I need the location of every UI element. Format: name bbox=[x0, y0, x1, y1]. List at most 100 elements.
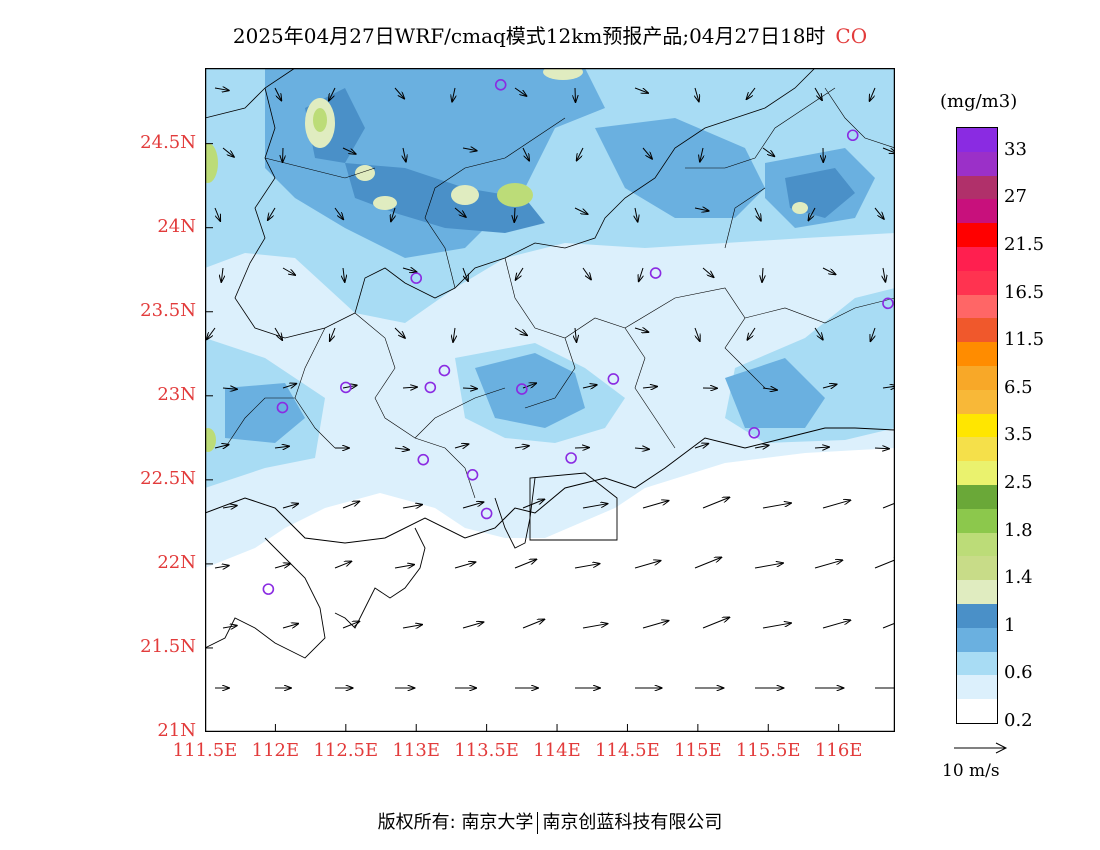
wind-arrow bbox=[282, 384, 296, 388]
lon-tick-label: 113E bbox=[392, 740, 440, 761]
colorbar-units: (mg/m3) bbox=[940, 91, 1018, 112]
wind-arrow bbox=[214, 445, 229, 448]
wind-arrow bbox=[522, 147, 529, 161]
colorbar-label: 0.6 bbox=[1004, 662, 1033, 684]
wind-arrow bbox=[754, 207, 761, 221]
colorbar-label: 6.5 bbox=[1004, 376, 1033, 398]
species-label: CO bbox=[835, 24, 868, 48]
wind-arrow bbox=[874, 207, 884, 219]
colorbar bbox=[956, 127, 998, 724]
station-marker bbox=[649, 267, 662, 279]
co-contour-0-8e bbox=[725, 358, 825, 428]
map-frame bbox=[205, 68, 895, 732]
colorbar-swatch bbox=[957, 675, 997, 700]
wind-arrow bbox=[282, 267, 295, 275]
wind-arrow bbox=[402, 268, 416, 272]
footer-left: 版权所有: 南京大学 bbox=[377, 812, 534, 833]
wind-arrow bbox=[754, 563, 783, 569]
colorbar-swatch bbox=[957, 484, 997, 509]
wind-arrow bbox=[462, 388, 477, 389]
wind-arrow bbox=[870, 87, 876, 101]
wind-arrow bbox=[342, 621, 359, 629]
wind-arrow bbox=[762, 388, 777, 390]
colorbar-swatch bbox=[957, 699, 997, 723]
station-marker bbox=[276, 401, 289, 414]
concentration-map bbox=[205, 68, 895, 732]
colorbar-swatch bbox=[957, 246, 997, 271]
wind-arrow bbox=[634, 448, 649, 449]
colorbar-label: 11.5 bbox=[1004, 329, 1045, 351]
wind-arrow bbox=[343, 267, 345, 282]
colorbar-swatch bbox=[957, 151, 997, 176]
wind-arrow bbox=[762, 147, 774, 156]
colorbar-swatch bbox=[957, 413, 997, 438]
footer-separator bbox=[537, 812, 539, 834]
wind-arrow bbox=[394, 565, 414, 568]
wind-arrow bbox=[268, 207, 276, 220]
colorbar-label: 2.5 bbox=[1004, 472, 1033, 493]
co-contour-1-4j bbox=[205, 428, 216, 452]
monitoring-stations bbox=[262, 79, 894, 595]
co-contour-1-4g bbox=[543, 68, 583, 80]
wind-arrow bbox=[822, 267, 835, 274]
wind-arrow bbox=[454, 207, 466, 217]
colorbar-label: 1 bbox=[1004, 614, 1016, 636]
station-marker bbox=[480, 507, 493, 520]
colorbar-label: 1.8 bbox=[1004, 519, 1033, 541]
co-contour-1-4e bbox=[451, 185, 479, 205]
colorbar-swatch bbox=[957, 270, 997, 295]
station-marker bbox=[846, 129, 859, 142]
wind-arrow bbox=[814, 447, 829, 448]
wind-arrow bbox=[577, 147, 584, 160]
colorbar-label: 27 bbox=[1004, 186, 1027, 208]
wind-arrow bbox=[642, 621, 669, 629]
wind-arrow bbox=[334, 207, 343, 219]
colorbar-swatch bbox=[957, 651, 997, 676]
colorbar-swatch bbox=[957, 627, 997, 652]
wind-arrow bbox=[814, 87, 822, 100]
wind-arrow bbox=[642, 501, 669, 509]
station-marker bbox=[882, 297, 894, 310]
lon-tick-label: 112.5E bbox=[313, 740, 379, 761]
wind-arrow bbox=[634, 328, 648, 332]
province-boundary bbox=[205, 68, 816, 339]
wind-arrow bbox=[342, 147, 356, 154]
colorbar-swatch bbox=[957, 508, 997, 533]
wind-arrow bbox=[762, 623, 791, 629]
wind-arrow bbox=[402, 625, 422, 628]
wind-arrow bbox=[522, 383, 536, 389]
wind-arrow bbox=[402, 505, 422, 508]
wind-arrow bbox=[870, 327, 875, 341]
wind-arrow bbox=[639, 267, 643, 281]
station-marker bbox=[565, 452, 577, 464]
wind-arrow bbox=[454, 562, 475, 569]
colorbar-label: 1.4 bbox=[1004, 567, 1033, 589]
wind-arrow bbox=[822, 384, 837, 388]
wind-scale-arrow bbox=[954, 742, 1008, 754]
coastline bbox=[205, 427, 895, 544]
wind-arrow bbox=[694, 208, 709, 211]
colorbar-swatch bbox=[957, 199, 997, 224]
wind-arrow bbox=[391, 207, 395, 221]
wind-arrow bbox=[514, 446, 529, 448]
lon-tick-label: 111.5E bbox=[172, 740, 238, 761]
station-marker bbox=[516, 383, 528, 395]
wind-arrow bbox=[462, 622, 483, 629]
co-contour-0-8b bbox=[595, 118, 765, 218]
lat-tick-label: 24N bbox=[157, 215, 196, 237]
colorbar-swatch bbox=[957, 223, 997, 247]
station-marker bbox=[340, 381, 352, 394]
wind-arrow bbox=[222, 626, 237, 628]
wind-arrow bbox=[452, 87, 455, 102]
wind-arrow bbox=[754, 445, 769, 448]
colorbar-swatch bbox=[957, 461, 997, 485]
wind-arrow bbox=[635, 207, 638, 222]
colorbar-swatch bbox=[957, 365, 997, 390]
footer-right: 南京创蓝科技有限公司 bbox=[542, 812, 723, 833]
lon-tick-label: 115E bbox=[674, 740, 722, 761]
wind-arrow bbox=[883, 267, 885, 282]
hk-box bbox=[529, 472, 618, 541]
copyright-footer: 版权所有: 南京大学 南京创蓝科技有限公司 bbox=[0, 808, 1100, 834]
wind-arrow bbox=[462, 267, 468, 281]
lon-tick-label: 116E bbox=[814, 740, 863, 761]
